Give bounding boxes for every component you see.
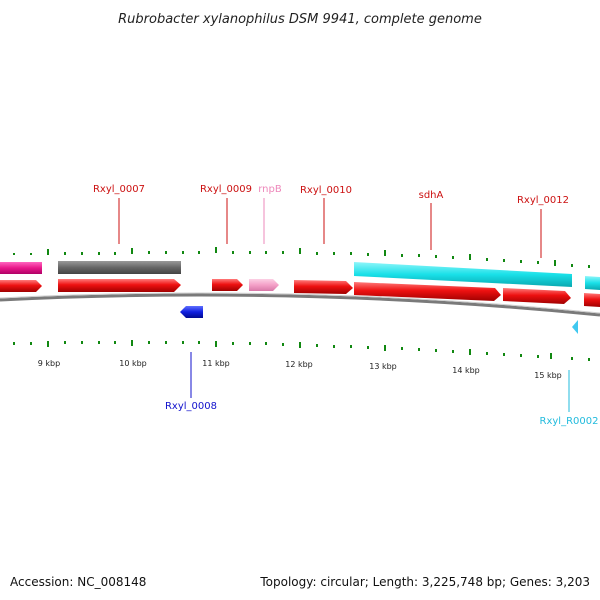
feature-labels: Rxyl_0007 Rxyl_0009 rnpB Rxyl_0010 sdhA … xyxy=(93,184,598,427)
cds-arrow-partial[interactable] xyxy=(584,293,600,307)
label-leaders xyxy=(118,198,570,412)
kbp-label: 11 kbp xyxy=(202,359,230,368)
kbp-scale: 9 kbp 10 kbp 11 kbp 12 kbp 13 kbp 14 kbp… xyxy=(38,359,562,380)
label-rxyl-0012[interactable]: Rxyl_0012 xyxy=(517,195,569,206)
label-rxyl-0010[interactable]: Rxyl_0010 xyxy=(300,185,352,196)
gene-cyan-partial[interactable] xyxy=(585,276,600,290)
gene-gray[interactable] xyxy=(58,261,181,274)
label-rnpB[interactable]: rnpB xyxy=(258,184,282,195)
label-rxyl-r0002[interactable]: Rxyl_R0002 xyxy=(540,416,599,427)
lower-tick-row xyxy=(13,340,590,361)
label-rxyl-0007[interactable]: Rxyl_0007 xyxy=(93,184,145,195)
cds-track xyxy=(0,279,600,307)
rxyl-0008-arrow[interactable] xyxy=(180,306,203,318)
kbp-label: 10 kbp xyxy=(119,359,147,368)
kbp-label: 12 kbp xyxy=(285,360,313,369)
kbp-label: 14 kbp xyxy=(452,366,480,375)
kbp-label: 15 kbp xyxy=(534,371,562,380)
map-title: Rubrobacter xylanophilus DSM 9941, compl… xyxy=(118,12,482,27)
trna-rxyl-r0002-marker[interactable] xyxy=(572,320,578,334)
label-sdhA[interactable]: sdhA xyxy=(419,190,444,201)
cds-arrow-rxyl-0012[interactable] xyxy=(503,288,571,304)
upper-tick-row xyxy=(13,247,590,268)
gene-track xyxy=(0,261,600,290)
accession-text: Accession: NC_008148 xyxy=(10,575,146,589)
topology-summary-text: Topology: circular; Length: 3,225,748 bp… xyxy=(259,575,590,589)
gene-pink[interactable] xyxy=(0,262,42,274)
genome-backbone-highlight xyxy=(0,292,600,314)
label-rxyl-0009[interactable]: Rxyl_0009 xyxy=(200,184,252,195)
cds-arrow-rxyl-0009[interactable] xyxy=(212,279,243,291)
cds-arrow-rxyl-0010[interactable] xyxy=(294,280,353,294)
cds-arrow-rxyl-0007[interactable] xyxy=(58,279,181,292)
kbp-label: 13 kbp xyxy=(369,362,397,371)
rnpB-arrow[interactable] xyxy=(249,279,279,291)
cds-arrow-sdhA[interactable] xyxy=(354,282,501,301)
cds-arrow[interactable] xyxy=(0,280,42,292)
kbp-label: 9 kbp xyxy=(38,359,60,368)
gene-cyan-sdhA[interactable] xyxy=(354,262,572,287)
label-rxyl-0008[interactable]: Rxyl_0008 xyxy=(165,401,217,412)
genome-backbone xyxy=(0,293,600,317)
